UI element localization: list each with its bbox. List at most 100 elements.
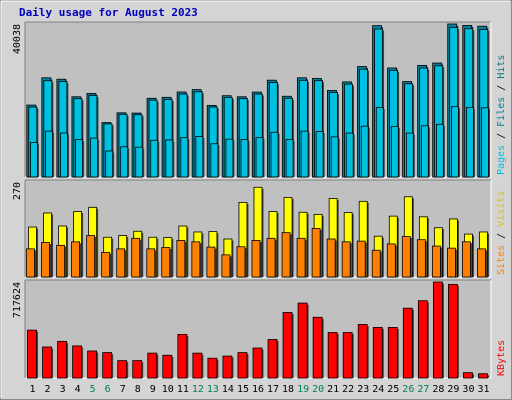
bar-sites-day-14 (221, 254, 231, 278)
bar-pages-day-25 (390, 126, 399, 178)
x-tick-label-day-23: 23 (357, 384, 369, 395)
bar-sites-day-13 (206, 246, 216, 278)
bar-sites-day-15 (236, 246, 246, 278)
legend-separator: / (496, 227, 507, 245)
bar-sites-day-11 (176, 240, 186, 278)
bar-sites-day-6 (101, 251, 111, 278)
bar-sites-day-4 (71, 241, 80, 278)
bar-sites-day-3 (56, 244, 65, 278)
x-tick-label-day-28: 28 (432, 384, 444, 395)
x-tick-label-day-4: 4 (75, 384, 81, 395)
bar-pages-day-31 (481, 107, 489, 178)
bar-sites-day-2 (41, 242, 50, 278)
bar-pages-day-15 (240, 139, 249, 178)
bar-pages-day-10 (165, 139, 174, 178)
legend-kbytes: KBytes (496, 340, 507, 376)
bar-pages-day-23 (360, 125, 369, 178)
bar-pages-day-3 (60, 132, 68, 178)
x-tick-label-day-29: 29 (447, 384, 459, 395)
bar-kbytes-day-17 (267, 339, 278, 379)
x-tick-label-day-8: 8 (135, 384, 141, 395)
bar-pages-day-12 (195, 136, 204, 178)
bar-sites-day-23 (356, 240, 366, 278)
legend-item-kbytes: KBytes (496, 340, 507, 376)
legend-hits: Pages / Files / Hits (496, 55, 507, 175)
bar-kbytes-day-16 (252, 347, 263, 379)
bar-pages-day-26 (405, 132, 414, 178)
x-tick-label-day-20: 20 (312, 384, 324, 395)
x-tick-label-day-15: 15 (237, 384, 249, 395)
bar-sites-day-24 (371, 249, 381, 278)
x-tick-label-day-12: 12 (192, 384, 204, 395)
bar-sites-day-19 (296, 237, 306, 278)
bar-kbytes-day-11 (177, 333, 188, 379)
x-tick-label-day-16: 16 (252, 384, 264, 395)
bar-sites-day-1 (26, 248, 35, 278)
bar-sites-day-28 (431, 245, 441, 278)
bar-pages-day-2 (45, 130, 53, 178)
bar-kbytes-day-6 (102, 352, 113, 379)
legend-item-pages: Pages (496, 145, 507, 175)
bar-kbytes-day-21 (327, 332, 338, 379)
legend-item-files: Files (496, 97, 507, 127)
bar-kbytes-day-12 (192, 352, 203, 379)
bar-pages-day-14 (225, 138, 234, 178)
bar-kbytes-day-18 (282, 312, 293, 379)
bar-pages-day-13 (210, 143, 219, 178)
x-tick-label-day-3: 3 (60, 384, 66, 395)
x-tick-label-day-30: 30 (462, 384, 474, 395)
chart-title: Daily usage for August 2023 (19, 6, 198, 19)
legend-item-visits: Visits (496, 191, 507, 227)
bar-kbytes-day-29 (448, 283, 458, 379)
bar-kbytes-day-15 (237, 352, 248, 379)
x-tick-label-day-13: 13 (207, 384, 219, 395)
bar-pages-day-20 (315, 131, 324, 178)
bar-kbytes-day-13 (207, 357, 218, 379)
x-tick-label-day-1: 1 (30, 384, 36, 395)
x-tick-label-day-27: 27 (417, 384, 429, 395)
bar-sites-day-21 (326, 238, 336, 278)
x-tick-label-day-6: 6 (105, 384, 111, 395)
bar-kbytes-day-3 (57, 340, 67, 379)
chart-panels: 40038 Pages / Files / Hits 270 Sites / Visi… (12, 21, 507, 379)
x-tick-label-day-21: 21 (327, 384, 339, 395)
bar-sites-day-22 (341, 241, 351, 278)
max-label-hits: 40038 (12, 24, 23, 54)
bar-pages-day-16 (255, 137, 264, 178)
bar-pages-day-17 (270, 131, 279, 178)
legend-visits: Sites / Visits (496, 191, 507, 275)
bar-kbytes-day-26 (402, 307, 413, 379)
bar-sites-day-29 (447, 247, 456, 278)
x-tick-label-day-31: 31 (477, 384, 489, 395)
max-label-kbytes: 717624 (12, 282, 23, 318)
bar-kbytes-day-23 (357, 324, 368, 379)
legend-separator: / (496, 79, 507, 97)
bar-kbytes-day-9 (147, 352, 158, 379)
bar-kbytes-day-4 (72, 345, 82, 379)
bar-sites-day-27 (416, 239, 426, 278)
x-tick-label-day-9: 9 (150, 384, 156, 395)
bar-sites-day-12 (191, 241, 201, 278)
bar-sites-day-20 (311, 228, 321, 278)
bar-pages-day-21 (330, 136, 339, 178)
bar-sites-day-5 (86, 235, 96, 278)
bar-pages-day-28 (435, 123, 444, 178)
bar-kbytes-day-27 (417, 300, 428, 379)
bar-pages-day-27 (420, 125, 429, 178)
bar-kbytes-day-5 (87, 350, 98, 379)
bar-kbytes-day-10 (162, 354, 173, 379)
bar-kbytes-day-25 (387, 327, 398, 379)
x-tick-label-day-17: 17 (267, 384, 279, 395)
bar-pages-day-6 (105, 150, 114, 178)
x-tick-label-day-10: 10 (162, 384, 174, 395)
x-tick-label-day-25: 25 (387, 384, 399, 395)
bar-pages-day-19 (300, 130, 309, 178)
bar-kbytes-day-31 (478, 373, 488, 379)
x-tick-label-day-19: 19 (297, 384, 309, 395)
x-tick-label-day-18: 18 (282, 384, 294, 395)
x-tick-label-day-14: 14 (222, 384, 234, 395)
bar-pages-day-7 (120, 146, 129, 178)
bar-kbytes-day-28 (432, 281, 443, 379)
panel-kbytes: 717624 KBytes (12, 279, 507, 379)
